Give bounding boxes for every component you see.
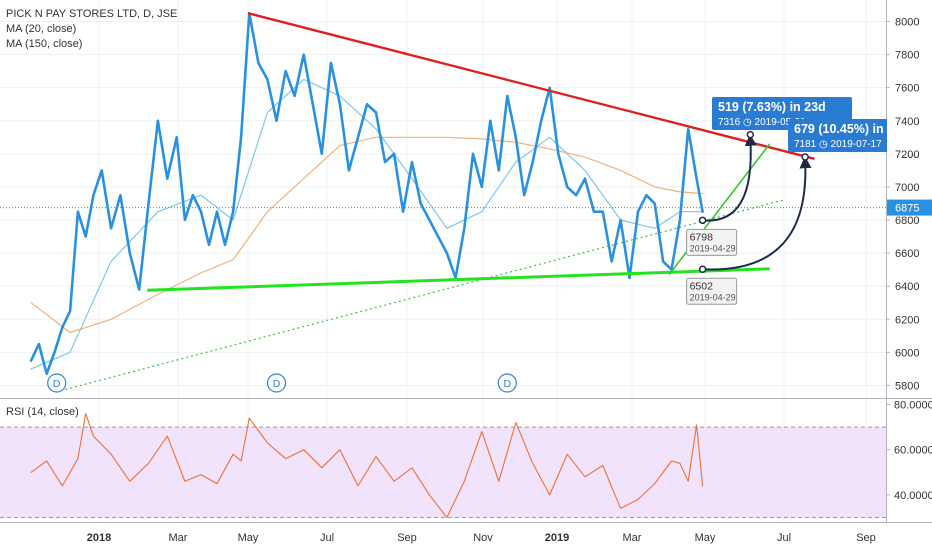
y-tick-label: 6400 — [895, 281, 919, 293]
axis-mask — [887, 95, 932, 155]
dividend-marker — [266, 373, 287, 393]
projection-base-date: 2019-04-29 — [690, 243, 736, 253]
y-tick-label: 7000 — [895, 182, 919, 194]
dividend-marker-label: D — [53, 378, 61, 390]
projection-origin — [698, 265, 707, 274]
rsi-band — [0, 427, 886, 518]
ma150-legend[interactable]: MA (150, close) — [6, 38, 83, 50]
x-tick-label: 2019 — [545, 532, 569, 544]
y-tick-label: 7400 — [895, 116, 919, 128]
current-price-label: 6875 — [895, 203, 919, 215]
projection-gain: 519 (7.63%) in 23d — [718, 100, 826, 114]
y-tick-label: 5800 — [895, 380, 919, 392]
projection-arrow — [702, 156, 812, 271]
x-tick-label: Jul — [777, 532, 791, 544]
x-tick-label: 2018 — [87, 532, 111, 544]
dividend-marker — [497, 373, 517, 393]
y-tick-label: 7200 — [895, 149, 919, 161]
dividend-marker-label: D — [273, 378, 281, 390]
x-tick-label: Sep — [856, 532, 876, 544]
projection-base-date: 2019-04-29 — [690, 292, 736, 302]
dividend-marker-label: D — [503, 378, 511, 390]
y-tick-label: 8000 — [895, 17, 919, 29]
y-tick-label: 7800 — [895, 50, 919, 62]
dividend-marker — [47, 373, 67, 393]
x-tick-label: May — [238, 532, 259, 544]
projection-base-box — [686, 277, 738, 305]
uptrend-line — [668, 143, 771, 276]
y-tick-label: 6600 — [895, 248, 919, 260]
projection-gain: 679 (10.45%) in 7 — [794, 122, 894, 136]
projection-target-label: 7316 ◷ 2019-05-31 — [718, 117, 806, 128]
y-tick-label: 6200 — [895, 314, 919, 326]
rsi-y-tick-label: 80.0000 — [894, 400, 932, 412]
y-tick-label: 7600 — [895, 83, 919, 95]
x-tick-label: Jul — [320, 532, 334, 544]
y-tick-label: 6800 — [895, 215, 919, 227]
projection-arrow — [702, 133, 757, 222]
projection-origin — [698, 216, 707, 225]
x-tick-label: Nov — [473, 532, 493, 544]
projection-target — [746, 130, 755, 139]
projection-base-price: 6798 — [690, 231, 714, 243]
resistance-line — [247, 12, 815, 160]
price-line — [29, 11, 704, 376]
symbol-title[interactable]: PICK N PAY STORES LTD, D, JSE — [6, 8, 178, 20]
rsi-y-tick-label: 40.0000 — [894, 490, 932, 502]
support-line — [147, 267, 770, 292]
projection-base-price: 6502 — [690, 280, 714, 292]
projection-target-label: 7181 ◷ 2019-07-17 — [794, 139, 882, 150]
x-tick-label: May — [695, 532, 716, 544]
rsi-y-tick-label: 60.0000 — [894, 445, 932, 457]
rsi-line — [30, 413, 704, 519]
x-tick-label: Mar — [623, 532, 642, 544]
dotted-trend-line — [55, 199, 783, 393]
ma20-legend[interactable]: MA (20, close) — [6, 23, 77, 35]
current-price-tag — [887, 199, 932, 216]
x-tick-label: Sep — [397, 532, 417, 544]
projection-base-box — [686, 228, 738, 256]
projection-target — [801, 153, 809, 161]
y-tick-label: 6000 — [895, 347, 919, 359]
x-tick-label: Mar — [169, 532, 188, 544]
rsi-legend[interactable]: RSI (14, close) — [6, 406, 79, 418]
